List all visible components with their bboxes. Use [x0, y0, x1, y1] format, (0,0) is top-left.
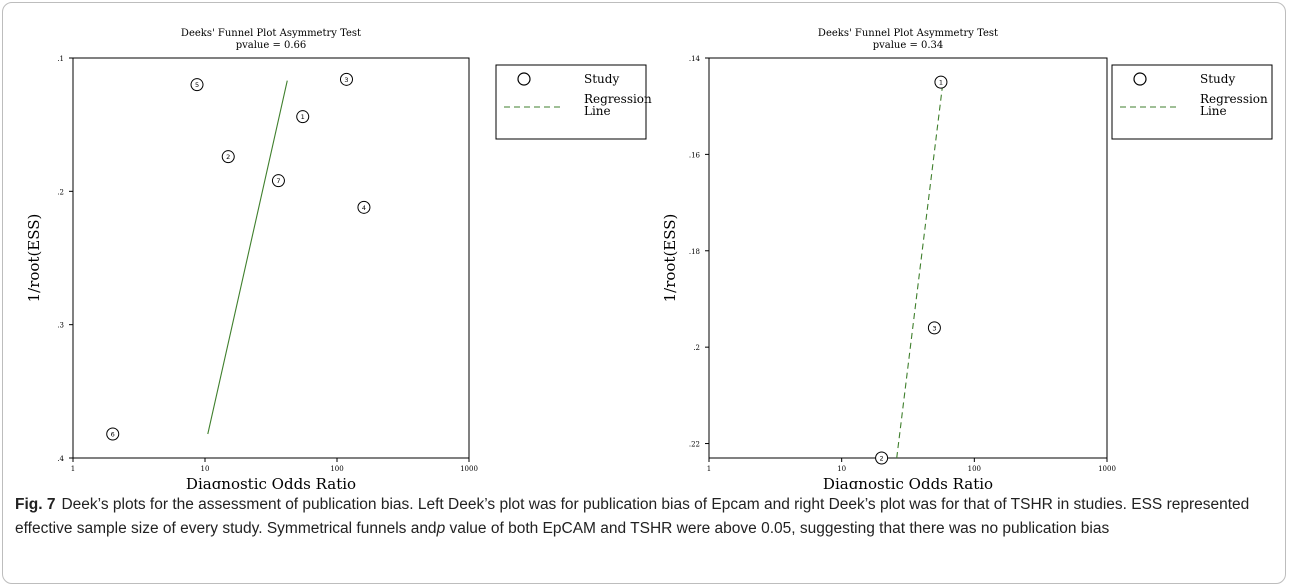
chart2-ytick-label: .18	[689, 248, 700, 256]
deeks-funnel-plots: Deeks' Funnel Plot Asymmetry Testpvalue …	[25, 28, 1273, 489]
chart1-legend-study-label: Study	[584, 72, 619, 86]
chart1-legend-regression-label: Regression Line	[584, 92, 652, 118]
chart1-xtick-label: 1	[71, 465, 75, 473]
chart2-xtick-label: 10	[837, 465, 846, 473]
chart2-ylabel: 1/root(ESS)	[661, 214, 679, 303]
chart1-study-point	[357, 200, 371, 214]
chart2-legend-box	[1111, 64, 1273, 140]
chart1-study-label: 7	[276, 177, 280, 185]
chart2-xtick-label: 1	[707, 465, 711, 473]
chart1-study-point	[221, 150, 235, 164]
chart2-legend-study-icon	[1133, 72, 1147, 86]
chart1-legend-box	[495, 64, 647, 140]
chart1-study-point	[296, 110, 310, 124]
chart2-regression-line	[896, 82, 944, 459]
chart2-ytick-label: .14	[689, 55, 701, 63]
chart1-xtick-label: 1000	[460, 465, 478, 473]
chart1-study-point	[190, 78, 204, 92]
figure-label: Fig. 7	[15, 496, 56, 513]
chart1-xtick-label: 100	[330, 465, 343, 473]
chart2-xlabel: Diagnostic Odds Ratio	[823, 475, 993, 489]
chart1-study-label: 3	[344, 76, 348, 84]
chart2-study-label: 2	[880, 455, 884, 463]
chart1-ylabel: 1/root(ESS)	[25, 214, 43, 303]
chart1-ytick-label: .4	[57, 455, 64, 463]
chart2-study-point	[934, 75, 948, 89]
chart2-xtick-label: 1000	[1098, 465, 1116, 473]
chart2-xtick-label: 100	[968, 465, 981, 473]
chart2-ytick-label: .2	[693, 344, 700, 352]
chart2-plot-frame	[708, 57, 1108, 459]
chart1-ytick-label: .2	[57, 188, 64, 196]
chart1-study-point	[339, 72, 353, 86]
figure-caption: Fig. 7 Deek’s plots for the assessment of…	[15, 493, 1277, 541]
chart1-ytick-label: .1	[57, 55, 64, 63]
caption-text-after: value of both EpCAM and TSHR were above …	[445, 520, 1110, 537]
chart1-plot-frame	[72, 57, 470, 459]
caption-text-before: Deek’s plots for the assessment of publi…	[15, 496, 1250, 537]
chart1-xtick-label: 10	[201, 465, 210, 473]
chart1-study-label: 2	[226, 153, 230, 161]
chart1-study-point	[106, 427, 120, 441]
chart1-study-point	[271, 174, 285, 188]
chart1-xlabel: Diagnostic Odds Ratio	[186, 475, 356, 489]
chart2-study-label: 3	[932, 324, 936, 332]
chart1-subtitle: pvalue = 0.66	[236, 40, 307, 51]
chart1-study-label: 5	[195, 81, 199, 89]
chart1-study-label: 1	[301, 113, 305, 121]
chart1-study-label: 4	[362, 204, 366, 212]
chart1-title: Deeks' Funnel Plot Asymmetry Test	[181, 28, 361, 39]
chart1-ytick-label: .3	[57, 322, 64, 330]
chart2-ytick-label: .16	[689, 151, 701, 159]
chart1-study-label: 6	[111, 431, 115, 439]
chart2-subtitle: pvalue = 0.34	[873, 40, 944, 51]
chart2-title: Deeks' Funnel Plot Asymmetry Test	[818, 28, 998, 39]
chart2-ytick-label: .22	[689, 441, 700, 449]
chart1-regression-line	[207, 80, 288, 435]
chart1-legend-study-icon	[517, 72, 531, 86]
chart2-study-point	[927, 321, 941, 335]
chart2-legend-regression-label: Regression Line	[1200, 92, 1268, 118]
chart2-study-point	[875, 451, 889, 465]
chart2-study-label: 1	[939, 79, 943, 87]
caption-p-symbol: p	[436, 520, 446, 537]
chart2-legend-study-label: Study	[1200, 72, 1235, 86]
